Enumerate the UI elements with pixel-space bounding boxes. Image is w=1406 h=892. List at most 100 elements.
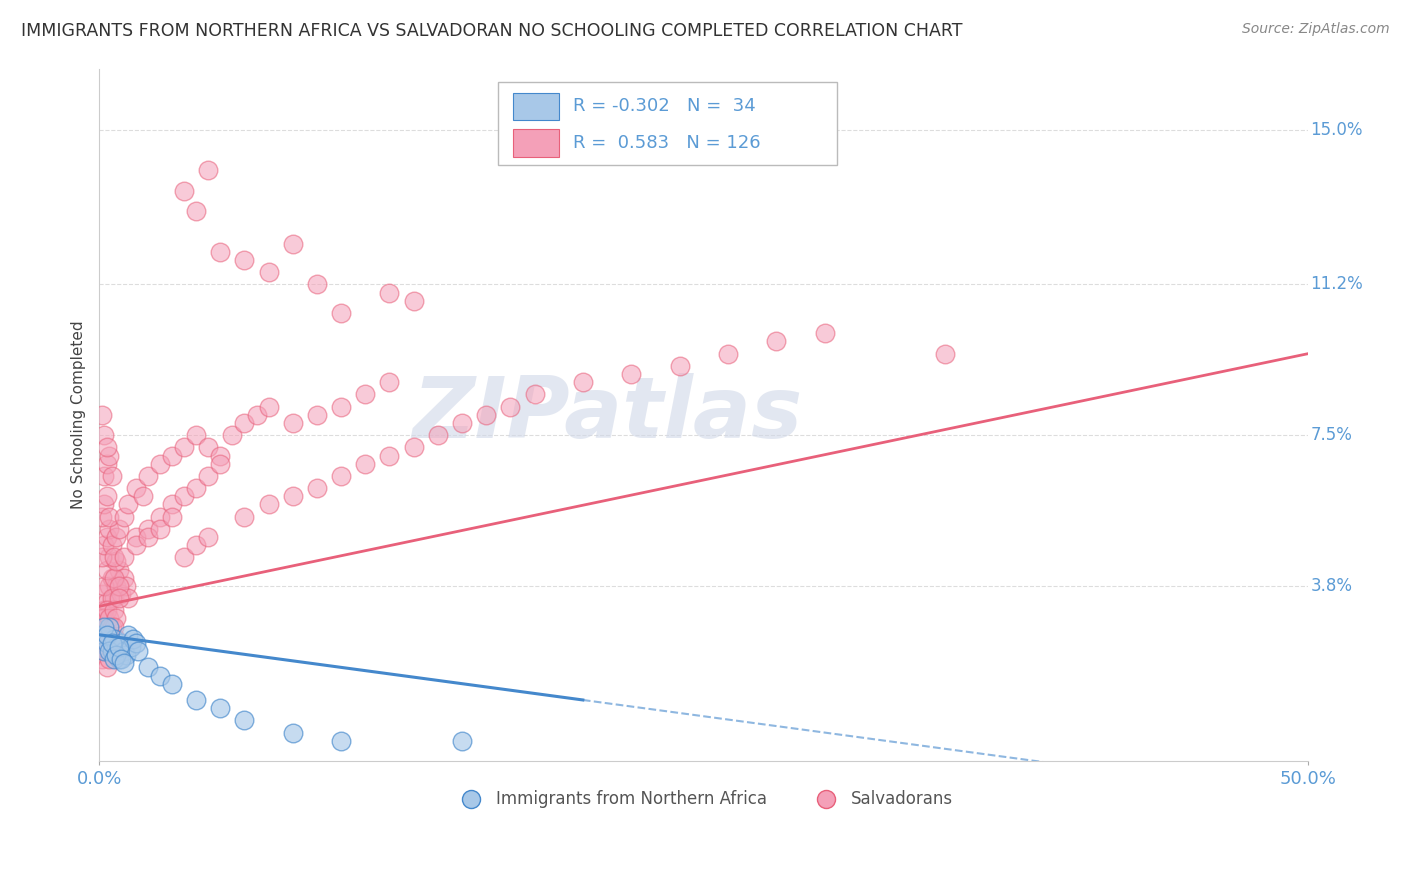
Point xyxy=(620,367,643,381)
Point xyxy=(103,652,125,666)
Point xyxy=(197,530,219,544)
Point xyxy=(90,620,112,634)
Point xyxy=(96,441,118,455)
Point xyxy=(197,441,219,455)
Point xyxy=(160,449,183,463)
Point xyxy=(107,579,129,593)
Point xyxy=(90,550,112,565)
Point xyxy=(330,733,353,747)
Point xyxy=(257,265,280,279)
Point xyxy=(110,587,132,601)
Point xyxy=(233,509,256,524)
Point xyxy=(257,497,280,511)
Point xyxy=(93,469,115,483)
Text: R = -0.302   N =  34: R = -0.302 N = 34 xyxy=(574,97,756,115)
Point xyxy=(281,725,304,739)
Point xyxy=(173,184,195,198)
Point xyxy=(96,603,118,617)
Point xyxy=(934,347,956,361)
Point xyxy=(233,252,256,267)
Point xyxy=(98,579,121,593)
Text: ZIPatlas: ZIPatlas xyxy=(412,373,803,457)
Point xyxy=(90,611,112,625)
Point xyxy=(112,509,135,524)
Point xyxy=(125,538,148,552)
Point xyxy=(93,611,115,625)
Point xyxy=(100,571,122,585)
Point xyxy=(233,714,256,728)
Point xyxy=(100,538,122,552)
Point xyxy=(105,579,128,593)
Point xyxy=(107,652,129,666)
Point xyxy=(221,428,243,442)
Point xyxy=(105,640,128,654)
Point xyxy=(90,632,112,646)
Point xyxy=(475,408,498,422)
Point xyxy=(93,636,115,650)
Text: 11.2%: 11.2% xyxy=(1310,276,1364,293)
Point xyxy=(98,620,121,634)
Point xyxy=(98,550,121,565)
Text: R =  0.583   N = 126: R = 0.583 N = 126 xyxy=(574,135,761,153)
Point xyxy=(93,538,115,552)
Point xyxy=(305,481,328,495)
Point xyxy=(96,628,118,642)
Point xyxy=(98,522,121,536)
Point xyxy=(330,306,353,320)
Point xyxy=(93,428,115,442)
Point xyxy=(330,400,353,414)
Point xyxy=(136,469,159,483)
Point xyxy=(105,632,128,646)
Point xyxy=(402,441,425,455)
Point xyxy=(813,326,835,341)
Point xyxy=(96,457,118,471)
Point xyxy=(209,449,232,463)
Point xyxy=(90,408,112,422)
Point xyxy=(125,481,148,495)
Point xyxy=(173,441,195,455)
Point xyxy=(98,652,121,666)
Point xyxy=(112,657,135,671)
Point xyxy=(103,550,125,565)
Point xyxy=(112,550,135,565)
Point xyxy=(90,628,112,642)
Point xyxy=(354,387,377,401)
Point xyxy=(96,595,118,609)
Point xyxy=(117,628,139,642)
Point xyxy=(160,497,183,511)
Point xyxy=(184,538,207,552)
Point xyxy=(93,497,115,511)
Point xyxy=(122,632,145,646)
Point xyxy=(93,620,115,634)
Point xyxy=(90,587,112,601)
Point xyxy=(765,334,787,349)
Point xyxy=(112,571,135,585)
Point xyxy=(105,648,128,662)
Legend: Immigrants from Northern Africa, Salvadorans: Immigrants from Northern Africa, Salvado… xyxy=(449,784,959,815)
Text: 7.5%: 7.5% xyxy=(1310,426,1353,444)
Point xyxy=(93,644,115,658)
Point xyxy=(354,457,377,471)
Point xyxy=(160,676,183,690)
Y-axis label: No Schooling Completed: No Schooling Completed xyxy=(72,320,86,509)
Point xyxy=(149,668,172,682)
Point xyxy=(103,603,125,617)
Text: Source: ZipAtlas.com: Source: ZipAtlas.com xyxy=(1241,22,1389,37)
Point xyxy=(103,591,125,606)
Point xyxy=(451,416,474,430)
Point xyxy=(209,457,232,471)
Point xyxy=(96,660,118,674)
Text: 15.0%: 15.0% xyxy=(1310,120,1362,138)
Point xyxy=(117,497,139,511)
Point xyxy=(93,579,115,593)
Point xyxy=(233,416,256,430)
Point xyxy=(100,620,122,634)
Point xyxy=(523,387,546,401)
Point xyxy=(105,530,128,544)
Point xyxy=(136,660,159,674)
Point xyxy=(245,408,267,422)
Point xyxy=(110,636,132,650)
Point xyxy=(96,530,118,544)
FancyBboxPatch shape xyxy=(513,93,558,120)
Point xyxy=(93,603,115,617)
